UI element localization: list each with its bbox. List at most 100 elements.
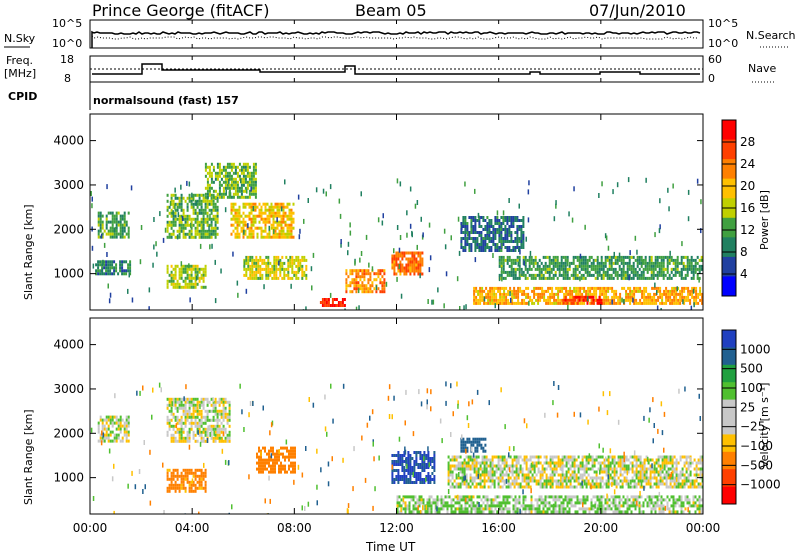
power-cell: [549, 295, 552, 299]
power-cell: [480, 234, 483, 237]
power-speckle: [553, 216, 556, 222]
velocity-cell: [564, 510, 567, 514]
velocity-cell: [540, 498, 543, 502]
power-cell: [619, 292, 622, 296]
velocity-cell: [578, 498, 581, 502]
power-cell: [115, 266, 118, 270]
power-cell: [353, 287, 356, 291]
power-cell: [244, 174, 247, 178]
power-cell: [202, 267, 205, 271]
power-speckle: [521, 271, 523, 276]
velocity-cell: [222, 409, 225, 413]
velocity-cell: [113, 433, 116, 437]
velocity-cell: [103, 439, 106, 443]
velocity-cell: [600, 504, 603, 508]
power-cell: [261, 258, 264, 262]
power-speckle: [573, 186, 575, 192]
velocity-cell: [107, 433, 110, 437]
power-cell: [675, 298, 678, 302]
power-cell: [168, 205, 171, 209]
power-cell: [170, 211, 173, 215]
power-cell: [234, 189, 237, 193]
velocity-cell: [127, 418, 130, 422]
power-cell: [641, 301, 644, 305]
velocity-cell: [504, 501, 507, 505]
power-cell: [462, 246, 465, 249]
power-cell: [115, 263, 118, 267]
velocity-cell: [417, 478, 420, 481]
power-cell: [172, 202, 175, 206]
velocity-cell: [433, 478, 436, 481]
power-cell: [198, 220, 201, 224]
power-cell: [357, 275, 360, 279]
velocity-cell: [526, 507, 529, 511]
power-cell: [504, 270, 507, 274]
power-cell: [504, 234, 507, 237]
power-cell: [664, 267, 667, 271]
velocity-cell: [168, 409, 171, 413]
power-cell: [685, 286, 688, 290]
power-cell: [248, 217, 251, 221]
velocity-cell: [420, 498, 423, 502]
power-cell: [409, 263, 412, 267]
velocity-cell: [464, 440, 467, 444]
power-speckle: [636, 249, 638, 255]
power-cell: [541, 292, 544, 296]
power-cell: [252, 174, 255, 178]
power-cell: [570, 298, 573, 302]
power-cell: [248, 235, 251, 239]
power-cell: [596, 261, 599, 265]
power-cell: [572, 273, 575, 277]
velocity-cell: [640, 504, 643, 508]
power-cell: [166, 279, 169, 283]
power-cell: [260, 214, 263, 218]
power-cell: [247, 276, 250, 280]
velocity-cell: [451, 485, 454, 489]
velocity-cell: [417, 472, 420, 475]
power-cell: [240, 180, 243, 184]
power-cell: [97, 272, 100, 276]
power-cell: [468, 234, 471, 237]
velocity-cell: [518, 501, 521, 505]
velocity-cell: [462, 440, 465, 444]
power-cell: [194, 282, 197, 286]
power-cell: [261, 276, 264, 280]
velocity-cell: [700, 504, 703, 508]
power-cell: [278, 229, 281, 233]
velocity-cell: [409, 478, 412, 481]
power-cell: [224, 183, 227, 187]
power-cell: [113, 232, 116, 236]
velocity-cell: [503, 461, 506, 465]
power-cell: [355, 287, 358, 291]
power-cell: [101, 263, 104, 267]
velocity-cell: [430, 504, 433, 508]
power-cell: [536, 267, 539, 271]
power-cell: [640, 255, 643, 259]
power-cell: [113, 214, 116, 218]
power-cell: [650, 273, 653, 277]
power-cell: [500, 240, 503, 243]
velocity-cell: [166, 433, 169, 437]
velocity-cell: [475, 467, 478, 471]
power-cell: [278, 232, 281, 236]
velocity-cell: [168, 424, 171, 428]
velocity-cell: [505, 458, 508, 462]
power-cell: [652, 276, 655, 280]
power-cell: [663, 292, 666, 296]
power-cell: [218, 192, 221, 196]
power-cell: [246, 214, 249, 218]
power-cell: [676, 258, 679, 262]
power-cell: [464, 228, 467, 231]
velocity-cell: [556, 510, 559, 514]
power-speckle: [211, 243, 213, 249]
power-cell: [502, 255, 505, 259]
power-cell: [498, 231, 501, 234]
velocity-cell: [466, 501, 469, 505]
velocity-cell: [405, 481, 408, 484]
power-cell: [216, 199, 219, 203]
velocity-cell: [684, 498, 687, 502]
velocity-cell: [475, 470, 478, 474]
power-cell: [291, 270, 294, 274]
velocity-cell: [413, 460, 416, 463]
velocity-cell: [500, 501, 503, 505]
